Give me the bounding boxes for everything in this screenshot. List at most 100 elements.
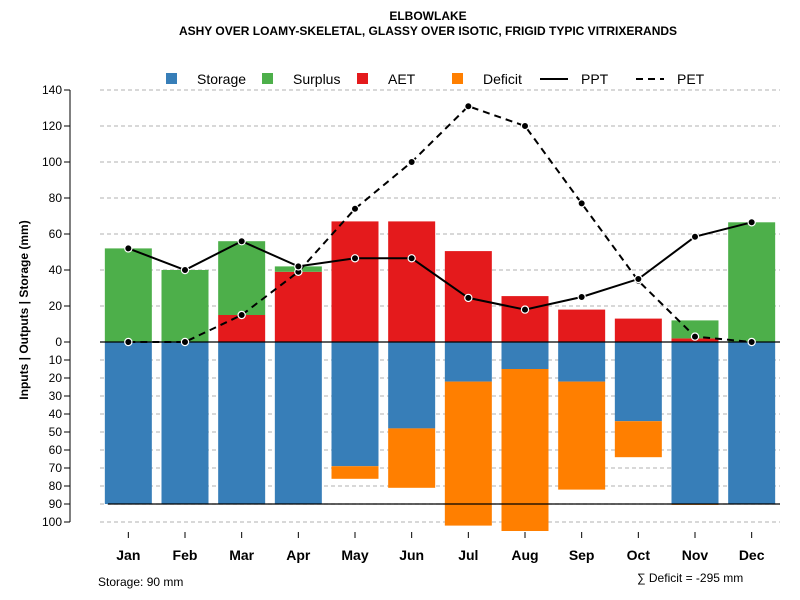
pet-line-point [520, 121, 530, 131]
bar-storage [728, 342, 776, 504]
pet-line-point [180, 337, 190, 347]
bar-storage [104, 342, 152, 504]
bar-storage [444, 342, 492, 382]
y-tick-label: 60 [49, 227, 63, 241]
ppt-line [127, 221, 752, 311]
bar-deficit [501, 369, 549, 531]
ppt-line-point [124, 244, 133, 253]
x-tick-label: Oct [627, 547, 651, 563]
deficit-sum: ∑ Deficit = -295 mm [637, 571, 743, 585]
bar-surplus [161, 270, 209, 342]
pet-line-point [407, 157, 416, 167]
ppt-line-point [577, 292, 586, 302]
bar-surplus [218, 241, 266, 315]
legend-label: AET [388, 71, 416, 87]
ppt-line-point [520, 305, 530, 314]
x-tick-label: Aug [511, 547, 538, 563]
bar-deficit [331, 466, 379, 479]
y-tick-label: 50 [49, 425, 63, 439]
bar-aet [331, 221, 379, 342]
pet-line [128, 105, 752, 343]
bar-aet [388, 221, 436, 342]
legend-swatch-aet [357, 73, 368, 84]
x-tick-label: Dec [739, 547, 765, 563]
legend-label: Surplus [293, 71, 340, 87]
y-tick-label: 20 [49, 299, 63, 313]
x-tick-label: Feb [173, 547, 198, 563]
bar-deficit [614, 421, 662, 458]
x-tick-label: Sep [569, 547, 595, 563]
legend-swatch-storage [166, 73, 177, 84]
pet-line-point [464, 101, 473, 111]
y-tick-label: 70 [49, 461, 63, 475]
legend: Storage Surplus AET Deficit PPT PET [166, 71, 705, 87]
bar-storage [218, 342, 266, 504]
storage-note: Storage: 90 mm [98, 575, 183, 589]
ppt-line-point [690, 232, 700, 241]
bar-aet [274, 271, 322, 342]
legend-swatch-surplus [262, 73, 273, 84]
bar-deficit [558, 381, 606, 490]
axes: 140 120 100 80 60 40 20 0 10 20 30 40 50 60 70 80 90 100 J… [42, 83, 780, 563]
ppt-line-point [180, 265, 190, 275]
y-tick-label: 10 [49, 353, 63, 367]
pet-line-point [747, 337, 756, 347]
x-tick-label: Jul [458, 547, 478, 563]
y-tick-label: 30 [49, 389, 63, 403]
x-tick-label: Jan [116, 547, 140, 563]
bar-storage [161, 342, 209, 504]
x-tick-label: Mar [229, 547, 254, 563]
bar-aet [614, 318, 662, 342]
chart-subtitle: ASHY OVER LOAMY-SKELETAL, GLASSY OVER IS… [179, 24, 677, 38]
y-tick-label: 100 [42, 515, 62, 529]
y-tick-label: 140 [42, 83, 62, 97]
bar-storage [558, 342, 606, 382]
legend-label: PET [677, 71, 705, 87]
x-tick-label: May [341, 547, 368, 563]
bar-deficit [444, 381, 492, 526]
ppt-line-point [747, 218, 756, 227]
y-axis-label: Inputs | Outputs | Storage (mm) [17, 220, 31, 399]
bar-storage [331, 342, 379, 467]
y-tick-label: 80 [49, 191, 63, 205]
legend-swatch-deficit [452, 73, 463, 84]
x-tick-label: Jun [399, 547, 424, 563]
bar-surplus [671, 320, 719, 339]
series-lines [124, 101, 756, 347]
bar-aet [501, 296, 549, 342]
legend-label: PPT [581, 71, 609, 87]
y-tick-label: 20 [49, 371, 63, 385]
y-tick-label: 0 [55, 335, 62, 349]
ppt-line-point [350, 254, 360, 263]
legend-label: Deficit [483, 71, 522, 87]
bar-storage [274, 342, 322, 504]
pet-line-point [350, 204, 360, 213]
bar-storage [501, 342, 549, 369]
y-tick-label: 60 [49, 443, 63, 457]
y-tick-label: 80 [49, 479, 63, 493]
y-tick-label: 100 [42, 155, 62, 169]
y-tick-label: 40 [49, 263, 63, 277]
chart-title: ELBOWLAKE [389, 9, 466, 23]
gridlines [100, 89, 780, 523]
pet-line-point [237, 310, 246, 320]
bar-storage [388, 342, 436, 429]
pet-line-point [577, 199, 586, 208]
bars [104, 221, 776, 531]
bar-storage [614, 342, 662, 422]
bar-surplus [728, 222, 776, 342]
bar-aet [558, 309, 606, 342]
pet-line-point [690, 332, 700, 341]
y-tick-label: 90 [49, 497, 63, 511]
ppt-line-point [407, 254, 416, 263]
ppt-line-point [237, 236, 246, 246]
x-tick-label: Apr [286, 547, 311, 563]
y-tick-label: 120 [42, 119, 62, 133]
bar-aet [218, 315, 266, 342]
legend-label: Storage [197, 71, 246, 87]
pet-line-point [124, 337, 133, 347]
y-tick-label: 40 [49, 407, 63, 421]
bar-storage [671, 342, 719, 504]
bar-deficit [388, 428, 436, 488]
